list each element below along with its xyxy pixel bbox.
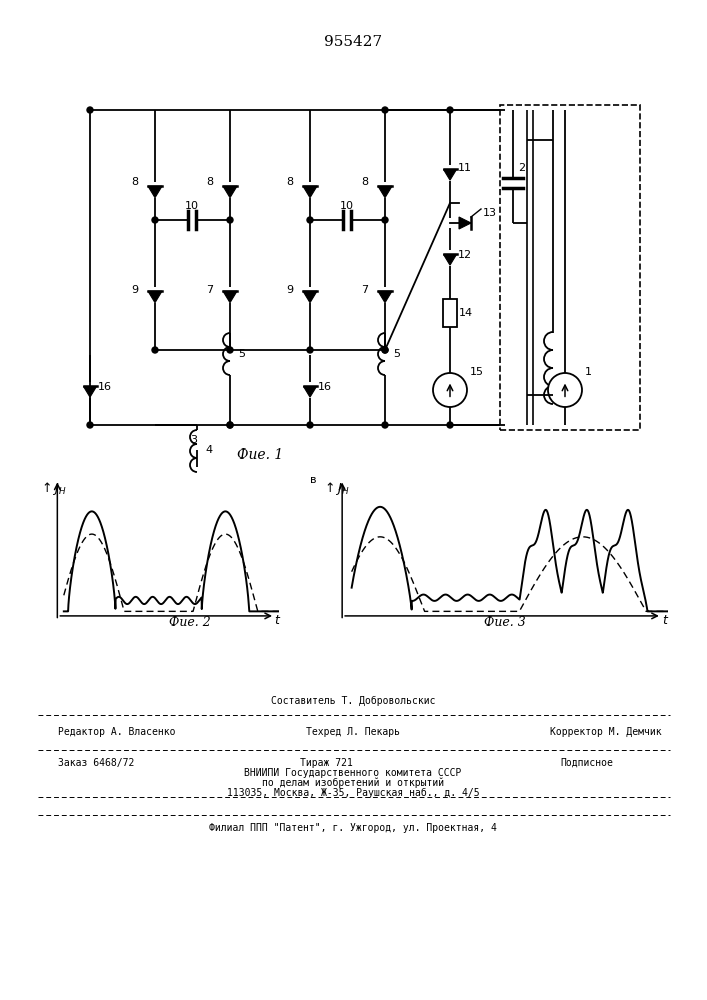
Circle shape [87,107,93,113]
Polygon shape [148,186,162,198]
Text: t: t [275,614,279,627]
Text: Филиал ППП "Патент", г. Ужгород, ул. Проектная, 4: Филиал ППП "Патент", г. Ужгород, ул. Про… [209,823,497,833]
Polygon shape [303,186,317,198]
Circle shape [227,347,233,353]
Circle shape [382,422,388,428]
Circle shape [307,347,313,353]
Text: Корректор М. Демчик: Корректор М. Демчик [550,727,662,737]
Text: Заказ 6468/72: Заказ 6468/72 [58,758,134,768]
Text: 11: 11 [458,163,472,173]
Text: 13: 13 [483,208,497,218]
Polygon shape [223,291,237,303]
Text: 2: 2 [518,163,525,173]
Text: 8: 8 [286,177,293,187]
Circle shape [382,347,388,353]
Text: 5: 5 [238,349,245,359]
Text: 16: 16 [98,382,112,392]
Circle shape [447,107,453,113]
Circle shape [548,373,582,407]
Circle shape [447,422,453,428]
Text: Составитель Т. Добровольскис: Составитель Т. Добровольскис [271,696,436,706]
Text: Фие. 2: Фие. 2 [169,615,211,629]
Bar [443,299,457,327]
Text: 7: 7 [206,285,213,295]
Text: Фие. 3: Фие. 3 [484,615,526,629]
Circle shape [227,217,233,223]
Polygon shape [459,217,471,229]
Text: 4: 4 [205,445,212,455]
Text: Подписное: Подписное [560,758,613,768]
Text: 7: 7 [361,285,368,295]
Text: 16: 16 [318,382,332,392]
Text: по делам изобретений и открытий: по делам изобретений и открытий [262,778,444,788]
Text: 3: 3 [190,435,197,445]
Circle shape [152,217,158,223]
Text: 113035, Москва, Ж-35, Раушская наб., д. 4/5: 113035, Москва, Ж-35, Раушская наб., д. … [227,788,479,798]
Text: Фие. 1: Фие. 1 [237,448,283,462]
Text: 1: 1 [585,367,592,377]
Text: ВНИИПИ Государственного комитета СССР: ВНИИПИ Государственного комитета СССР [245,768,462,778]
Bar [500,105,640,430]
Circle shape [152,347,158,353]
Polygon shape [223,186,237,198]
Text: 955427: 955427 [324,35,382,49]
Circle shape [227,422,233,428]
Text: 10: 10 [340,201,354,211]
Polygon shape [443,254,457,265]
Text: 8: 8 [131,177,138,187]
Circle shape [382,217,388,223]
Text: Техред Л. Пекарь: Техред Л. Пекарь [306,727,400,737]
Text: $\uparrow J_H$: $\uparrow J_H$ [322,480,349,497]
Circle shape [307,217,313,223]
Polygon shape [303,386,317,397]
Text: 14: 14 [459,308,473,318]
Circle shape [433,373,467,407]
Text: 8: 8 [206,177,213,187]
Circle shape [382,107,388,113]
Text: t: t [662,614,667,627]
Text: 12: 12 [458,250,472,260]
Polygon shape [303,291,317,303]
Text: 9: 9 [131,285,138,295]
Text: Редактор А. Власенко: Редактор А. Власенко [58,727,175,737]
Circle shape [87,422,93,428]
Text: 8: 8 [361,177,368,187]
Polygon shape [378,291,392,303]
Text: 15: 15 [470,367,484,377]
Text: $\uparrow J_H$: $\uparrow J_H$ [40,480,66,497]
Text: в: в [310,475,317,485]
Text: 5: 5 [393,349,400,359]
Text: 9: 9 [286,285,293,295]
Circle shape [227,422,233,428]
Circle shape [307,422,313,428]
Text: 10: 10 [185,201,199,211]
Polygon shape [83,386,96,397]
Circle shape [382,347,388,353]
Polygon shape [443,169,457,180]
Text: Тираж 721: Тираж 721 [300,758,353,768]
Polygon shape [148,291,162,303]
Polygon shape [378,186,392,198]
